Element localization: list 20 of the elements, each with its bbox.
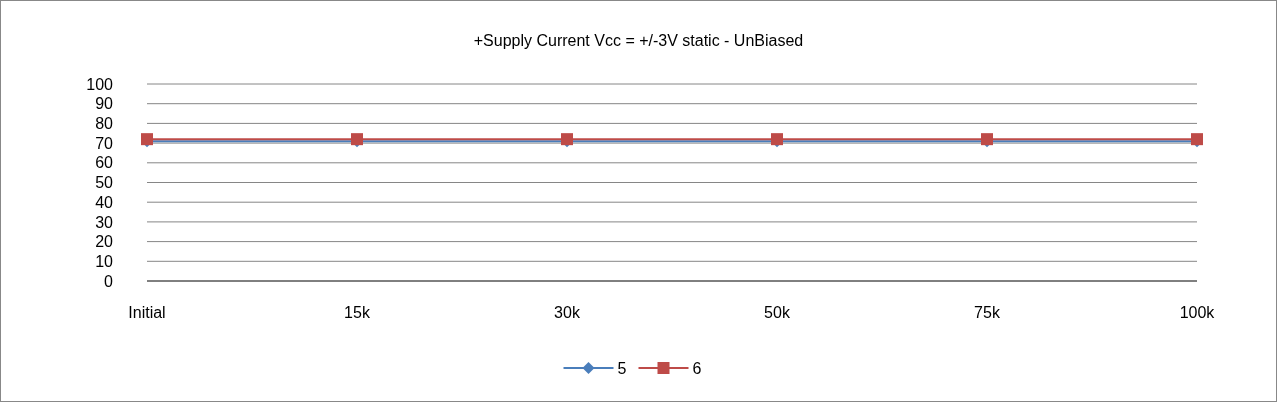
x-tick-label: 15k	[344, 304, 371, 321]
x-tick-label: Initial	[128, 304, 166, 321]
y-tick-label: 70	[95, 134, 114, 152]
y-tick-label: 100	[86, 75, 114, 93]
y-tick-label: 10	[95, 252, 114, 270]
y-tick-label: 90	[95, 95, 114, 113]
x-tick-label: 100k	[1179, 304, 1216, 321]
x-tick-label: 50k	[764, 304, 791, 321]
y-tick-label: 20	[95, 233, 114, 251]
y-tick-label: 80	[95, 115, 114, 132]
y-tick-label: 0	[104, 272, 114, 290]
chart-title: +Supply Current Vcc = +/-3V static - UnBiased	[473, 32, 804, 49]
y-tick-label: 50	[95, 174, 114, 192]
y-tick-label: 60	[95, 154, 114, 172]
y-tick-label: 30	[95, 213, 114, 231]
x-tick-label: 75k	[974, 304, 1001, 321]
legend-label: 5	[617, 359, 627, 377]
legend-label: 6	[692, 359, 702, 377]
x-tick-label: 30k	[554, 304, 581, 321]
y-tick-label: 40	[95, 193, 114, 211]
